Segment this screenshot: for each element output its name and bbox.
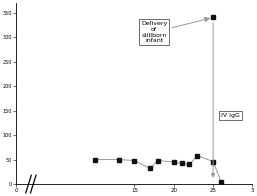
Text: Delivery
of
stillborn
infant: Delivery of stillborn infant <box>141 17 209 43</box>
Text: IV IgG: IV IgG <box>221 113 240 118</box>
